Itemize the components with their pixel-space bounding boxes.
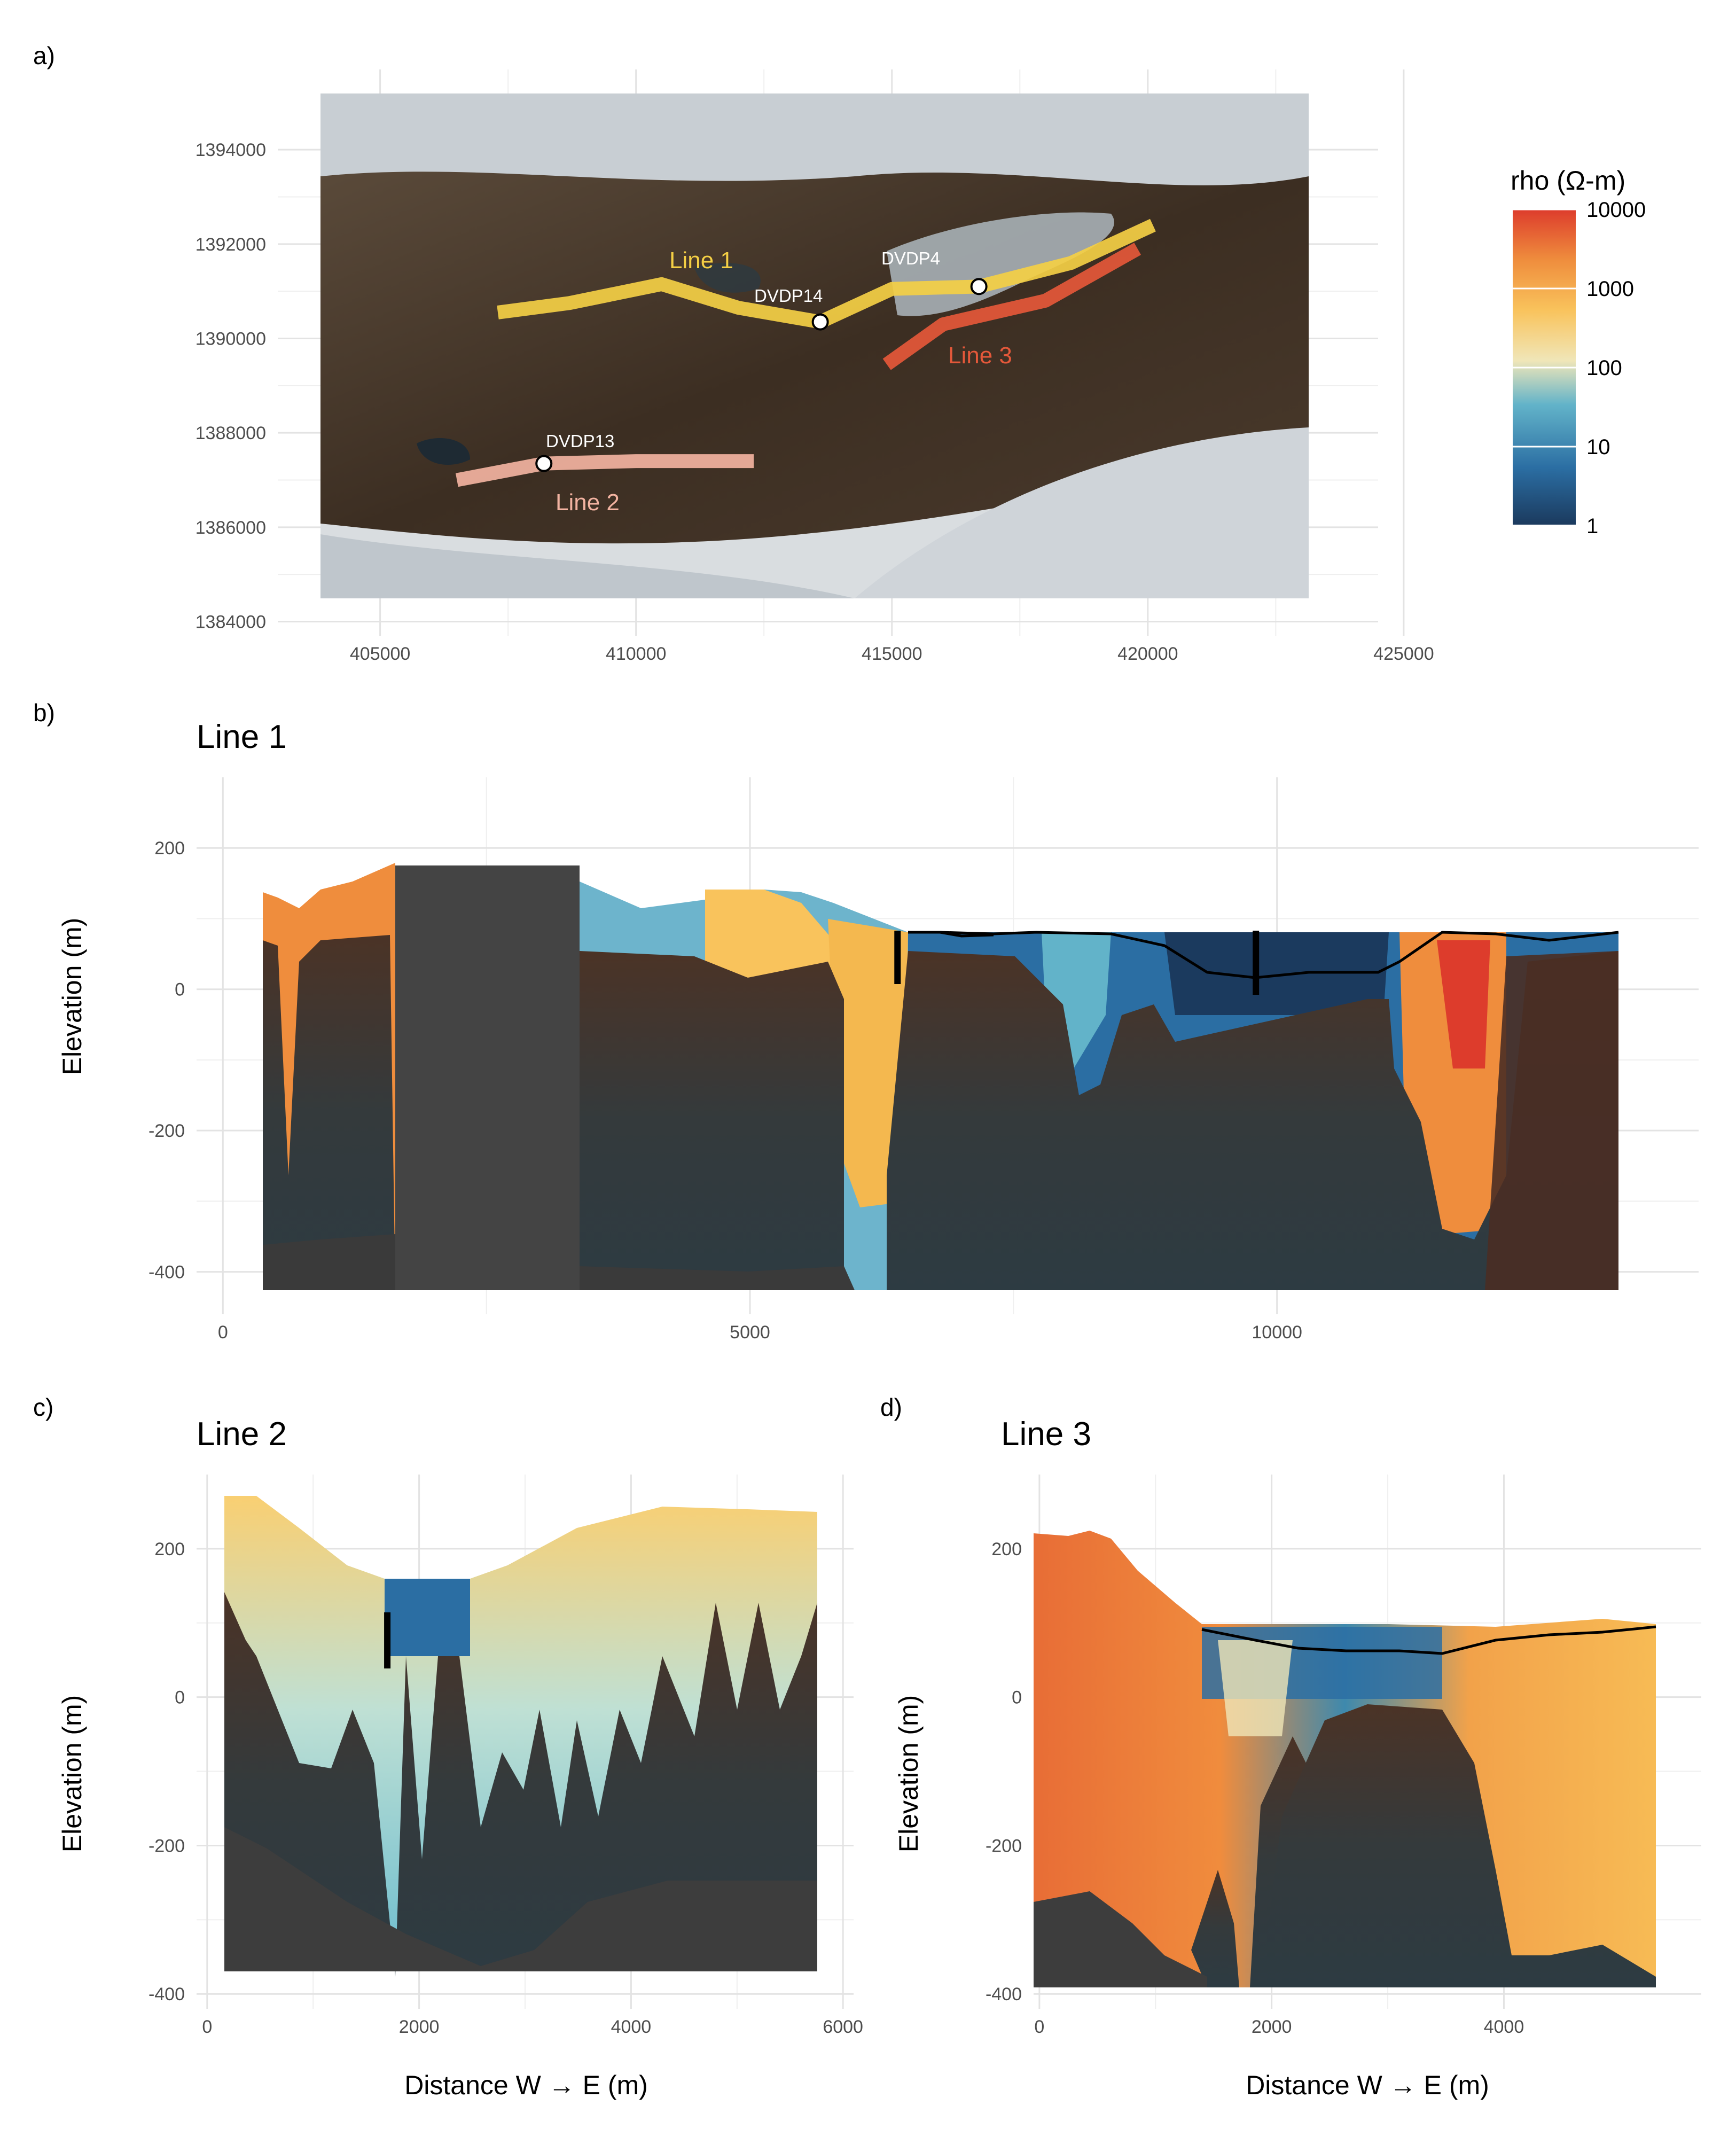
panel-d-x-tick-label: 0 <box>1034 2017 1044 2037</box>
map-x-tick-label: 415000 <box>862 644 922 664</box>
panel-b-tick-labels: 0 5000 10000 200 0 -200 -400 <box>148 838 1302 1343</box>
panel-b-y-tick-label: 200 <box>154 838 185 859</box>
legend-tick-10000: 10000 <box>1586 198 1646 222</box>
panel-d-y-tick-label: -200 <box>986 1836 1022 1856</box>
legend-title: rho (Ω-m) <box>1511 166 1625 196</box>
panel-b-borehole-2 <box>1253 931 1260 995</box>
panel-label-c: c) <box>33 1393 53 1421</box>
map-basemap <box>320 93 1309 598</box>
map-label-line2: Line 2 <box>556 489 620 516</box>
panel-b-line1: Line 1 Elevation (m) 0 5000 10000 200 0 -200 <box>57 719 1699 1343</box>
panel-b-section <box>263 863 1619 1290</box>
map-y-tick-label: 1388000 <box>196 423 266 443</box>
map-x-tick-label: 425000 <box>1373 644 1434 664</box>
map-tick-labels: 405000 410000 415000 420000 425000 1394000 139… <box>196 140 1434 664</box>
panel-d-section <box>1034 1531 1656 1987</box>
panel-c-line2: Line 2 Elevation (m) Distance W → E (m) … <box>57 1416 863 2100</box>
legend-tick-10: 10 <box>1586 435 1610 459</box>
map-y-tick-label: 1386000 <box>196 518 266 538</box>
panel-c-x-tick-label: 6000 <box>823 2017 863 2037</box>
panel-c-borehole-1 <box>384 1612 391 1668</box>
panel-b-y-tick-label: -400 <box>148 1262 185 1283</box>
borehole-marker-dvdp14 <box>811 313 829 331</box>
panel-label-b: b) <box>33 699 55 727</box>
panel-c-xlabel: Distance W → E (m) <box>404 2070 648 2100</box>
map-label-dvdp13: DVDP13 <box>546 431 614 451</box>
panel-b-x-tick-label: 0 <box>218 1322 228 1343</box>
panel-b-y-tick-label: 0 <box>175 980 185 1000</box>
panel-d-x-tick-label: 4000 <box>1484 2017 1524 2037</box>
panel-d-y-tick-label: -400 <box>986 1984 1022 2005</box>
panel-b-boreholes <box>894 931 1260 995</box>
legend-tick-100: 100 <box>1586 356 1622 380</box>
panel-b-title: Line 1 <box>197 719 287 755</box>
map-label-line1: Line 1 <box>669 247 733 274</box>
legend-tick-1000: 1000 <box>1586 277 1634 301</box>
map-y-tick-label: 1394000 <box>196 140 266 160</box>
panel-d-xlabel: Distance W → E (m) <box>1246 2070 1489 2100</box>
panel-c-x-tick-label: 4000 <box>611 2017 652 2037</box>
panel-c-y-tick-label: 200 <box>154 1539 185 1559</box>
panel-d-ylabel: Elevation (m) <box>894 1695 924 1853</box>
map-label-dvdp14: DVDP14 <box>754 286 823 306</box>
map-y-tick-label: 1384000 <box>196 612 266 633</box>
panel-label-d: d) <box>880 1393 902 1421</box>
map-label-line3: Line 3 <box>948 342 1012 369</box>
map-label-dvdp4: DVDP4 <box>881 248 940 268</box>
panel-b-ylabel: Elevation (m) <box>57 918 87 1075</box>
panel-d-line3: Line 3 Elevation (m) Distance W → E (m) … <box>894 1416 1701 2100</box>
panel-c-title: Line 2 <box>197 1416 287 1453</box>
colorbar-legend: rho (Ω-m) 10000 1000 100 10 1 <box>1511 166 1646 538</box>
panel-c-section <box>224 1496 817 1977</box>
borehole-marker-dvdp4 <box>970 278 988 295</box>
panel-label-a: a) <box>33 42 55 69</box>
panel-c-y-tick-label: -400 <box>148 1984 185 2005</box>
panel-b-y-tick-label: -200 <box>148 1121 185 1141</box>
panel-a-map: 405000 410000 415000 420000 425000 1394000 139… <box>196 69 1434 664</box>
map-y-tick-label: 1390000 <box>196 329 266 349</box>
borehole-marker-dvdp13 <box>535 455 553 472</box>
map-x-tick-label: 405000 <box>350 644 410 664</box>
panel-c-y-tick-label: -200 <box>148 1836 185 1856</box>
panel-d-title: Line 3 <box>1001 1416 1091 1453</box>
panel-d-y-tick-label: 200 <box>991 1539 1022 1559</box>
panel-b-surface-line <box>908 931 994 938</box>
panel-d-x-tick-label: 2000 <box>1252 2017 1292 2037</box>
panel-d-y-tick-label: 0 <box>1012 1688 1022 1708</box>
map-line-3 <box>882 243 1141 370</box>
panel-b-blank-block <box>395 865 580 1290</box>
panel-c-x-tick-label: 2000 <box>399 2017 440 2037</box>
panel-c-y-tick-label: 0 <box>175 1688 185 1708</box>
map-boreholes <box>535 278 988 472</box>
panel-c-x-tick-label: 0 <box>202 2017 212 2037</box>
map-x-tick-label: 410000 <box>606 644 666 664</box>
map-x-tick-label: 420000 <box>1117 644 1178 664</box>
map-y-tick-label: 1392000 <box>196 235 266 255</box>
panel-b-x-tick-label: 10000 <box>1252 1322 1302 1343</box>
legend-tick-1: 1 <box>1586 514 1598 538</box>
panel-c-ylabel: Elevation (m) <box>57 1695 87 1853</box>
panel-c-boreholes <box>384 1612 391 1668</box>
panel-b-borehole-1 <box>894 931 901 984</box>
map-line-2 <box>455 454 754 487</box>
panel-d-water-line <box>1201 1625 1656 1655</box>
panel-b-x-tick-label: 5000 <box>730 1322 770 1343</box>
